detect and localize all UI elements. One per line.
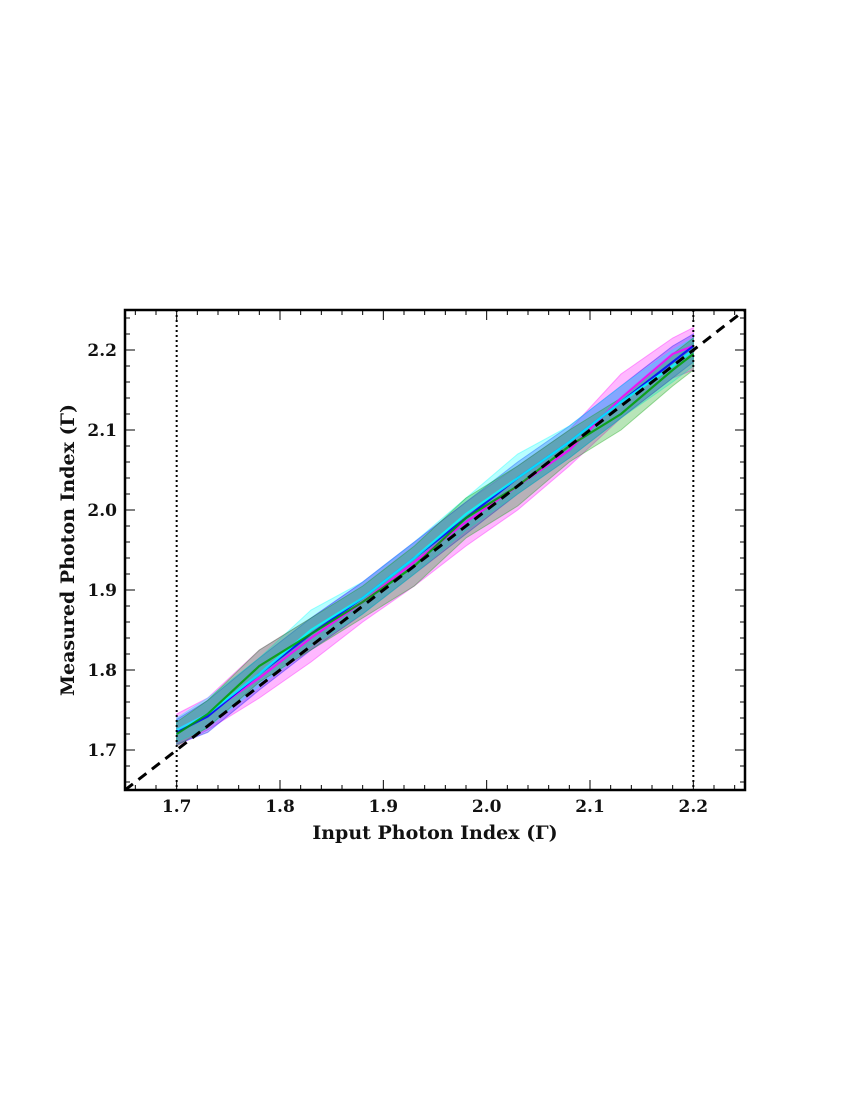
error-bands: [176, 326, 694, 747]
x-tick-label: 2.2: [679, 797, 709, 817]
series-line-4: [176, 353, 695, 735]
x-tick-label: 2.0: [472, 797, 502, 817]
y-tick-label: 1.7: [87, 741, 117, 761]
x-tick-label: 1.7: [162, 797, 192, 817]
reference-lines: [125, 310, 745, 790]
y-tick-label: 2.0: [87, 501, 117, 521]
y-tick-label: 1.8: [87, 661, 117, 681]
series-lines: [176, 344, 695, 735]
y-axis-label: Measured Photon Index (Γ): [57, 404, 79, 696]
x-tick-labels: 1.7 1.8 1.9 2.0 2.1 2.2: [162, 797, 708, 817]
x-tick-label: 1.8: [265, 797, 295, 817]
y-tick-labels: 1.7 1.8 1.9 2.0 2.1 2.2: [87, 341, 117, 761]
x-axis-label: Input Photon Index (Γ): [312, 822, 557, 844]
plot-frame: [123, 308, 747, 792]
axis-ticks: [125, 310, 745, 790]
identity-reference-line: [125, 310, 745, 790]
x-tick-label: 2.1: [575, 797, 605, 817]
y-tick-label: 2.2: [87, 341, 117, 361]
x-tick-label: 1.9: [369, 797, 399, 817]
y-tick-label: 1.9: [87, 581, 117, 601]
y-tick-label: 2.1: [87, 421, 117, 441]
series-line-3: [176, 349, 695, 731]
